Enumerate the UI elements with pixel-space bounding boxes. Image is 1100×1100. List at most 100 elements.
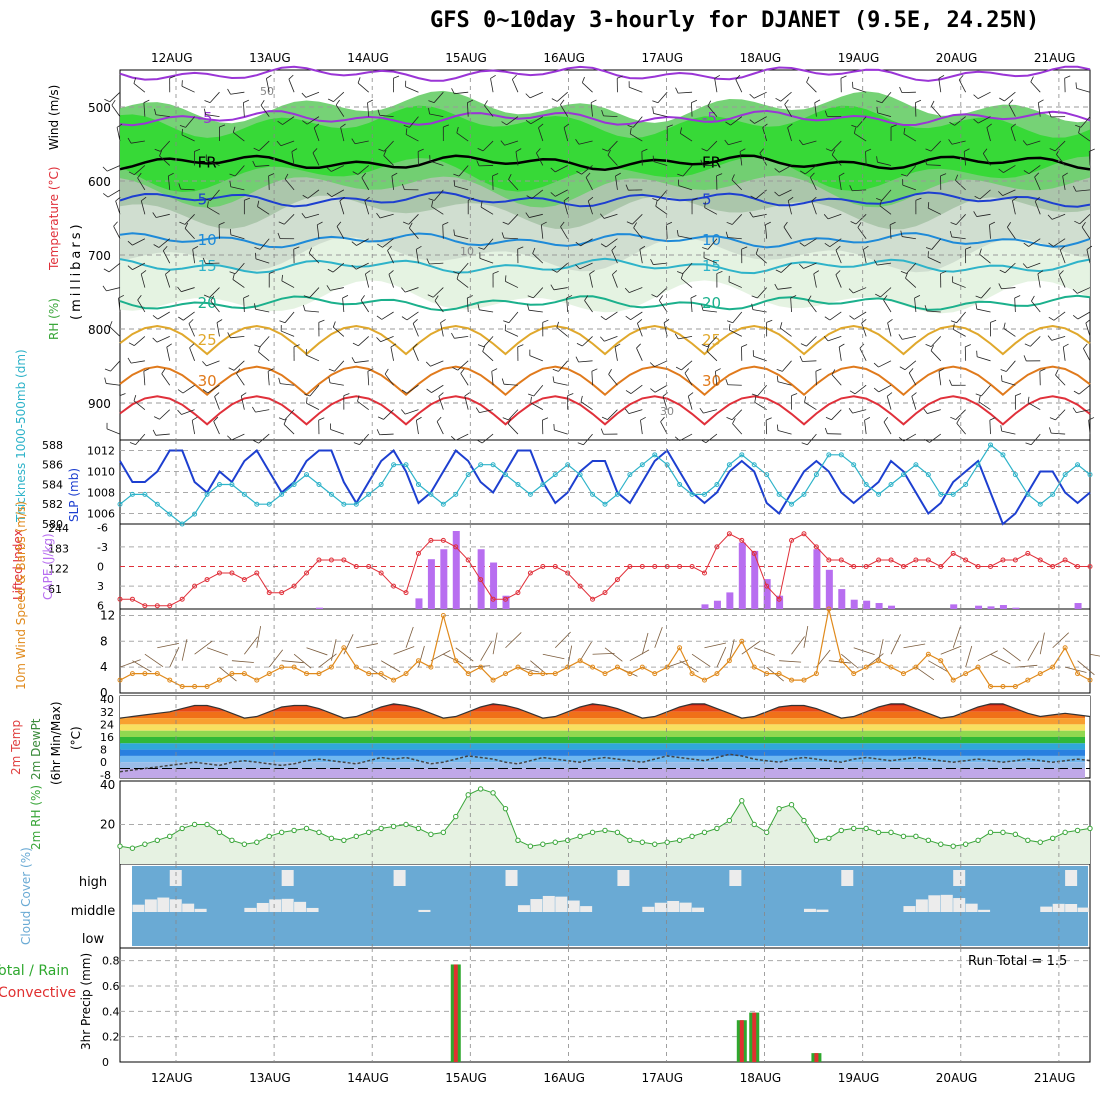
thickness-marker [602, 501, 608, 507]
wind-barb [582, 336, 593, 347]
wind-barb [383, 140, 394, 152]
wind-barb [230, 234, 245, 240]
wind-barb [284, 311, 295, 323]
wind-barb-flag [699, 407, 704, 414]
isotherm-label: -5 [198, 109, 213, 127]
wind-barb-flag [1062, 172, 1068, 177]
wind-barb-flag [911, 392, 917, 397]
rh-marker [1049, 835, 1056, 842]
wind-barb-flag [627, 124, 634, 128]
li-marker [353, 564, 359, 569]
wind-barb [354, 360, 369, 363]
rh-marker [776, 805, 782, 812]
wind-barb [333, 91, 345, 102]
wind-barb-flag [700, 159, 704, 166]
temp-band [120, 737, 1085, 744]
wind-barb [865, 151, 867, 166]
wind-barb-flag [975, 295, 982, 299]
wind-barb-flag [467, 99, 474, 104]
wind-barb [255, 258, 270, 264]
cloud-bar-middle [132, 904, 145, 912]
wind-barb [490, 78, 494, 93]
wind-barb [730, 116, 743, 126]
wind-barb-flag [229, 228, 232, 235]
wind-barb [503, 383, 518, 386]
wind-barb [903, 643, 926, 649]
wind-barb [954, 116, 966, 126]
wind-barb [607, 154, 618, 166]
wind-barb-flag [1072, 288, 1078, 294]
wind-barb [491, 371, 494, 386]
wind-barb-flag [938, 368, 945, 372]
wind-barb [639, 249, 643, 264]
wind-barb-flag [873, 387, 879, 393]
cape-bar [999, 605, 1007, 609]
temp-mask [120, 696, 1090, 719]
li-marker [838, 557, 844, 563]
wind-barb [906, 262, 917, 274]
li-axis: Lifted Index [11, 529, 25, 600]
wind-barb [629, 649, 650, 662]
wind-barb-flag [517, 344, 524, 348]
thickness-marker [1075, 462, 1081, 468]
wind-barb [309, 287, 320, 299]
wind-barb-flag [1073, 390, 1080, 395]
rh-marker [453, 813, 459, 820]
rh-marker [863, 825, 869, 832]
wind-barb [1077, 287, 1091, 294]
isotherm-label: 30 [702, 372, 721, 390]
rh-marker [154, 837, 161, 843]
wind-barb-flag [848, 288, 854, 294]
wind-barb [986, 127, 991, 142]
rh-contour-label: 10 [460, 245, 474, 258]
wind-barb [219, 666, 237, 682]
li-marker [440, 537, 446, 543]
wind-barb [630, 311, 643, 320]
wind-barb-flag [376, 315, 382, 320]
wind-barb [728, 639, 735, 661]
wind-barb-flag [1010, 123, 1016, 129]
wind-barb-flag [284, 173, 289, 180]
wind-barb-flag [751, 295, 758, 299]
thickness-marker [677, 481, 683, 487]
rh-marker [254, 839, 260, 845]
wind-marker [241, 671, 247, 677]
wind-barb [434, 300, 444, 313]
wind-barb [1076, 189, 1091, 192]
li-marker [241, 577, 247, 583]
wind-barb-flag [955, 174, 959, 181]
wind-barb-flag [456, 126, 459, 134]
wind-barb-flag [1023, 170, 1030, 175]
wind-barb [854, 133, 867, 142]
wind-barb [1037, 273, 1041, 288]
wind-barb-flag [104, 368, 111, 372]
wind-barb-flag [507, 418, 512, 425]
temp-tick-label: 24 [100, 718, 114, 731]
pressure-tick-label: 600 [88, 175, 111, 189]
rh-marker [701, 829, 708, 836]
wind-barb [567, 645, 573, 668]
wind-marker [192, 684, 198, 690]
cape-tick-label: 183 [48, 542, 69, 555]
thickness-marker [179, 521, 185, 527]
thickness-marker [1012, 472, 1018, 478]
bottom-date-label: 20AUG [936, 1071, 978, 1085]
rh-marker [925, 837, 932, 843]
wind-barb [813, 273, 817, 288]
wind-barb [566, 297, 569, 313]
wind-barb-flag [861, 318, 867, 324]
wind-barb-flag [351, 241, 357, 246]
wind-marker [714, 671, 720, 677]
wind-barb [976, 213, 991, 217]
cloud-bar-middle [978, 909, 991, 912]
wind-barb-flag [401, 316, 408, 321]
wind-barb [483, 336, 494, 348]
wind-barb-flag [1007, 222, 1012, 228]
wind-barb-flag [940, 173, 947, 177]
wind-barb-flag [243, 99, 249, 104]
wind-barb-flag [979, 248, 982, 255]
wind-barb-flag [402, 221, 409, 225]
thickness-marker [129, 491, 135, 497]
wind-barb-flag [716, 270, 723, 274]
thickness-marker [490, 462, 496, 468]
